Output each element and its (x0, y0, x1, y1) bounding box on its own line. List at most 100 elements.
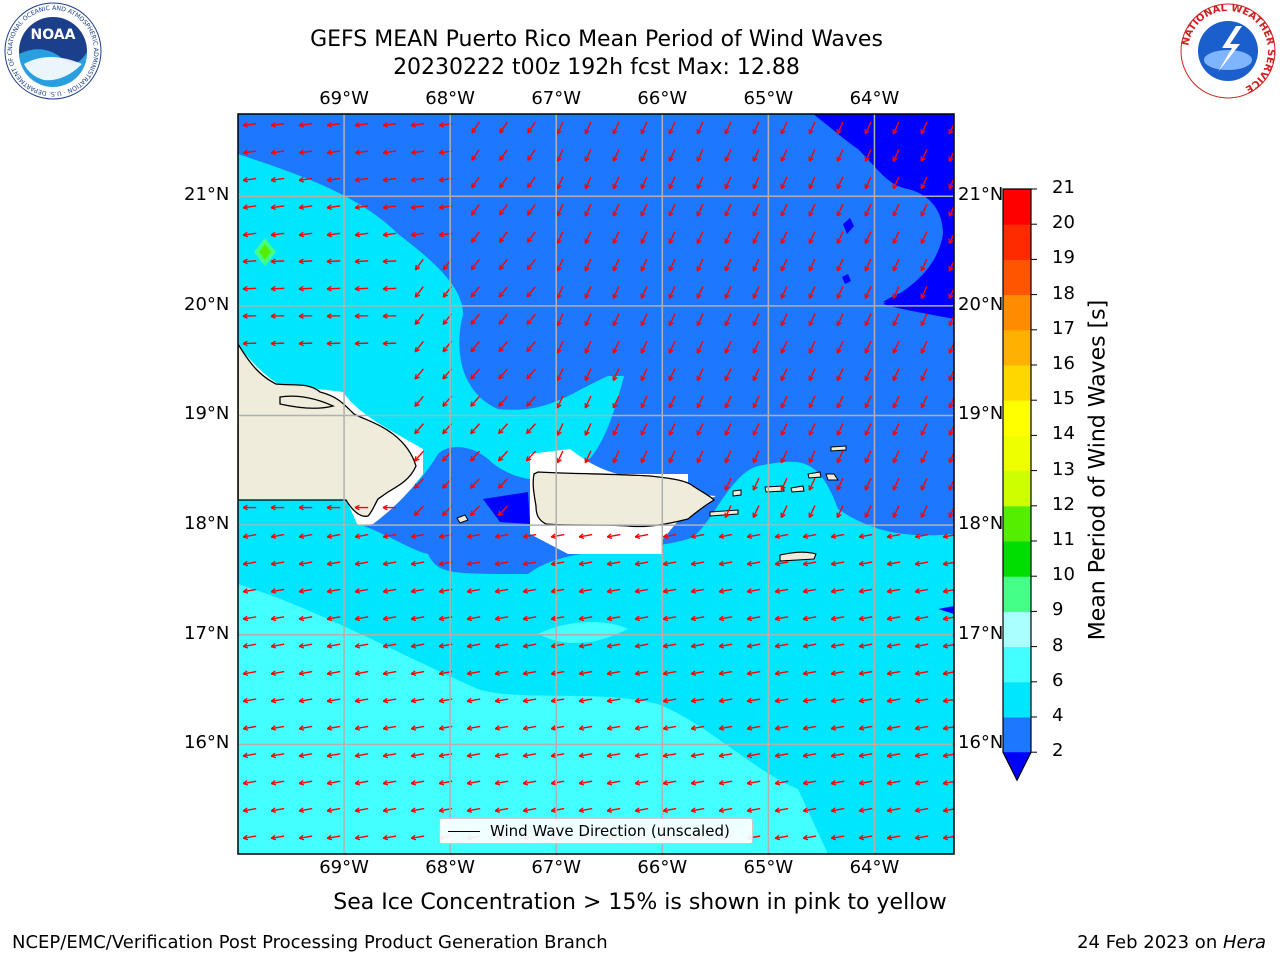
wave-direction-arrow (243, 807, 257, 812)
wave-arrow-head (802, 642, 809, 649)
wave-arrow-head (466, 670, 473, 676)
wave-arrow-head (752, 211, 758, 217)
wave-arrow-head (746, 670, 753, 676)
wave-direction-arrow (584, 121, 592, 135)
wave-direction-arrow (327, 205, 341, 209)
wave-direction-arrow (523, 588, 537, 593)
wave-direction-arrow (612, 203, 620, 217)
wave-direction-arrow (780, 149, 788, 162)
wave-arrow-head (780, 430, 786, 436)
wave-arrow-head (914, 834, 921, 841)
wave-direction-arrow (859, 753, 873, 757)
wave-direction-arrow (691, 753, 705, 757)
wave-direction-arrow (915, 616, 929, 620)
wave-direction-arrow (724, 340, 732, 354)
wave-direction-arrow (243, 123, 257, 127)
wave-arrow-head (606, 779, 613, 786)
wave-arrow-head (298, 231, 305, 238)
wave-direction-arrow (498, 341, 508, 353)
wave-direction-arrow (327, 150, 341, 154)
wave-arrow-head (892, 512, 898, 519)
wave-arrow-head (864, 128, 870, 135)
wave-arrow-head (886, 615, 893, 622)
wave-direction-arrow (470, 286, 480, 298)
wave-arrow-head (746, 807, 753, 813)
lat-label-right: 19°N (958, 403, 1004, 425)
wave-direction-arrow (696, 149, 704, 162)
wave-arrow-head (494, 670, 501, 676)
wave-arrow-head (526, 401, 532, 407)
wave-arrow-head (242, 231, 249, 238)
wave-arrow-head (752, 348, 758, 354)
wave-direction-arrow (780, 450, 788, 464)
wave-arrow-head (556, 238, 562, 245)
wave-arrow-head (497, 428, 504, 435)
wave-arrow-head (578, 807, 585, 813)
wave-arrow-head (270, 313, 276, 319)
wave-arrow-head (858, 752, 865, 759)
wave-direction-arrow (635, 533, 649, 538)
wave-arrow-head (522, 642, 529, 649)
wave-direction-arrow (271, 780, 285, 785)
wave-arrow-head (242, 533, 249, 539)
colorbar-band (1003, 505, 1031, 542)
wave-arrow-head (354, 285, 360, 292)
wave-arrow-head (640, 128, 646, 135)
colorbar-band (1003, 259, 1031, 296)
wave-direction-arrow (471, 176, 480, 189)
wave-arrow-head (864, 430, 870, 436)
wave-direction-arrow (775, 533, 789, 538)
wave-arrow-head (836, 457, 842, 464)
wave-direction-arrow (498, 395, 508, 407)
wave-direction-arrow (719, 670, 733, 675)
wave-direction-arrow (470, 204, 480, 216)
wave-direction-arrow (696, 121, 704, 135)
wave-arrow-head (242, 504, 248, 511)
wave-arrow-head (438, 231, 445, 238)
wave-arrow-head (858, 615, 865, 622)
wave-direction-arrow (498, 258, 508, 271)
wave-arrow-head (920, 265, 926, 272)
wave-arrow-head (270, 204, 277, 210)
wave-arrow-head (858, 834, 865, 841)
wave-direction-arrow (299, 205, 313, 209)
wave-arrow-head (438, 533, 445, 539)
wave-arrow-head (640, 320, 646, 327)
wave-arrow-head (298, 504, 304, 511)
wave-direction-arrow (640, 203, 648, 217)
wave-direction-arrow (752, 313, 760, 327)
wave-direction-arrow (271, 753, 285, 757)
wave-arrow-head (578, 670, 585, 676)
wave-direction-arrow (327, 725, 341, 730)
wave-arrow-head (942, 834, 949, 841)
wave-arrow-head (802, 834, 809, 841)
wave-arrow-head (948, 183, 954, 190)
land-puerto-rico (532, 471, 716, 528)
wave-direction-arrow (299, 643, 313, 648)
wave-direction-arrow (607, 588, 621, 593)
wave-arrow-head (886, 807, 893, 813)
wave-arrow-head (470, 237, 477, 244)
wave-arrow-head (578, 725, 585, 731)
wave-arrow-head (326, 122, 333, 128)
wave-direction-arrow (808, 368, 816, 381)
wave-arrow-head (640, 183, 646, 190)
wave-arrow-head (802, 588, 809, 594)
wave-direction-arrow (640, 368, 648, 381)
wave-arrow-head (382, 670, 389, 676)
wave-direction-arrow (526, 368, 536, 380)
wave-direction-arrow (495, 698, 509, 702)
wave-direction-arrow (612, 340, 620, 354)
wave-direction-arrow (556, 203, 564, 217)
wave-direction-arrow (411, 835, 425, 839)
wave-arrow-head (780, 485, 786, 491)
wave-arrow-head (298, 533, 305, 539)
wave-arrow-head (718, 779, 725, 786)
wave-arrow-head (442, 264, 449, 271)
wave-direction-arrow (780, 313, 788, 327)
wave-arrow-head (242, 313, 248, 319)
wave-arrow-head (438, 697, 445, 704)
wave-arrow-head (270, 752, 277, 759)
wave-direction-arrow (920, 176, 928, 190)
wave-direction-arrow (526, 176, 536, 189)
